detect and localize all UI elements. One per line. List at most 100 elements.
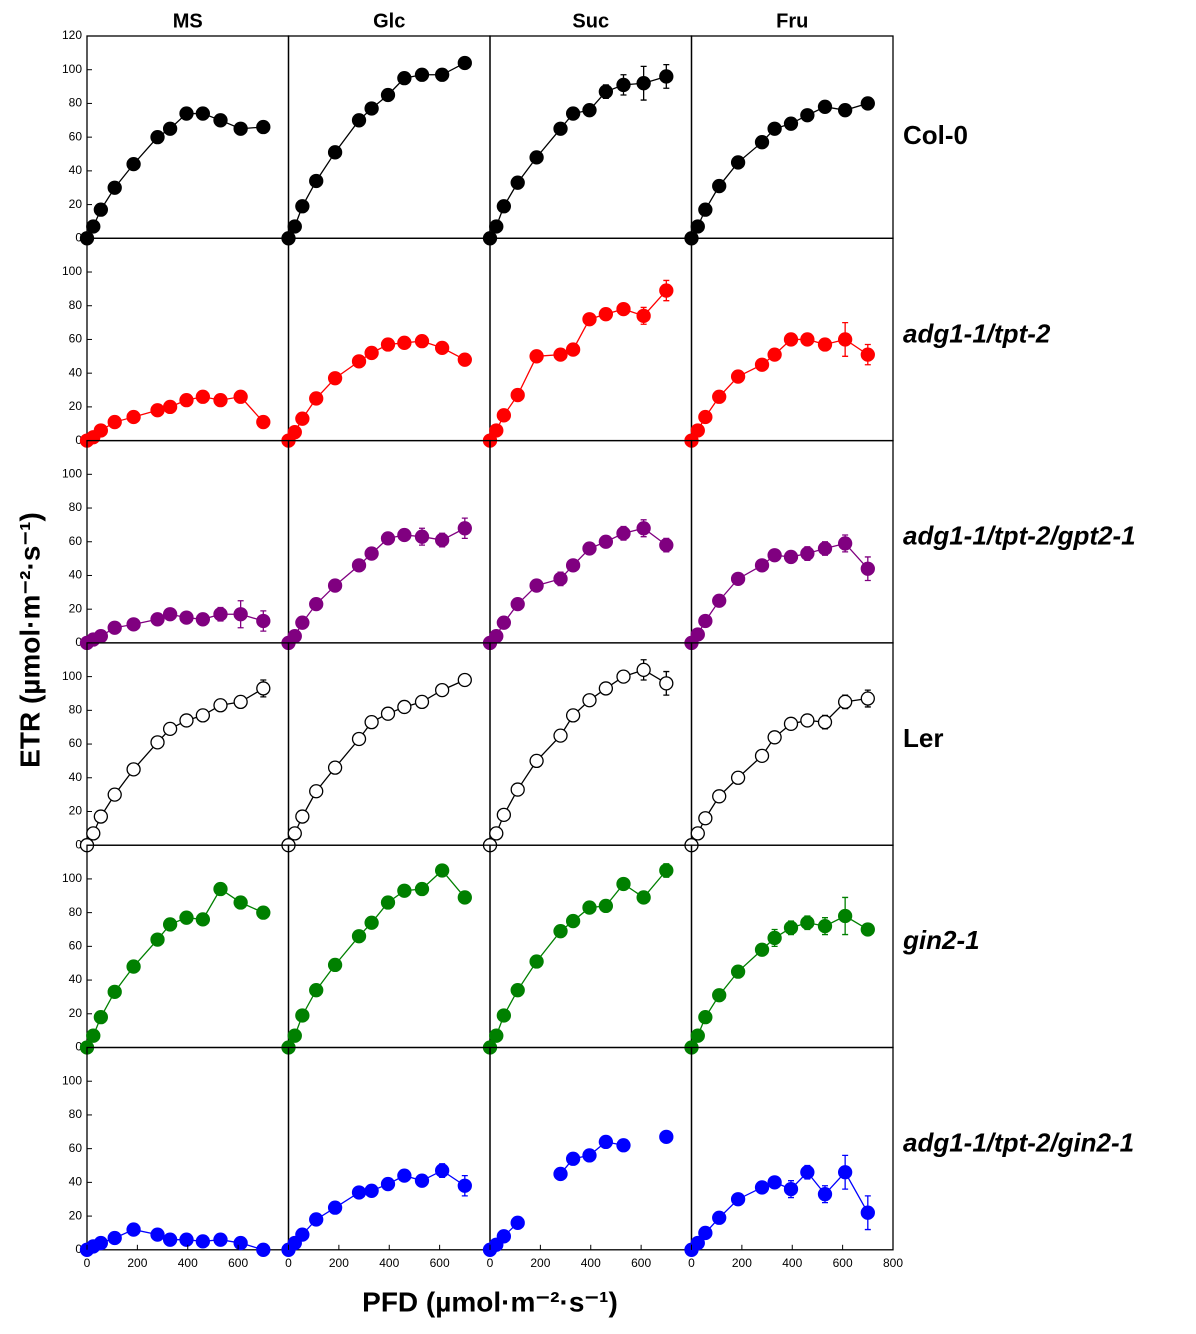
data-point — [162, 1232, 178, 1247]
data-point — [397, 1168, 412, 1183]
data-point — [295, 1227, 310, 1242]
data-point — [233, 389, 248, 404]
y-tick-label: 20 — [69, 804, 83, 818]
data-point — [529, 349, 544, 364]
panel-frame — [489, 237, 693, 442]
y-tick-label: 80 — [69, 96, 83, 110]
data-point — [659, 283, 674, 298]
data-point — [767, 347, 782, 362]
y-tick-label: 20 — [69, 1208, 83, 1222]
data-point — [598, 1134, 614, 1150]
data-point — [616, 876, 631, 892]
data-point — [295, 615, 310, 630]
data-point — [162, 121, 178, 136]
x-tick-label: 200 — [530, 1256, 550, 1270]
row-label: Col-0 — [903, 120, 968, 150]
data-point — [126, 762, 141, 777]
data-point — [107, 787, 122, 802]
data-point — [598, 84, 614, 99]
data-point — [179, 610, 194, 625]
data-point — [213, 113, 228, 128]
data-point — [364, 101, 379, 116]
data-point — [510, 983, 525, 998]
data-point — [767, 930, 782, 946]
data-point — [690, 219, 705, 234]
data-point — [860, 691, 875, 706]
x-tick-label: 0 — [285, 1256, 292, 1270]
y-tick-label: 40 — [69, 365, 83, 379]
data-point — [414, 1173, 430, 1188]
data-point — [582, 693, 597, 708]
data-point — [730, 155, 746, 170]
x-tick-label: 0 — [84, 1256, 91, 1270]
data-point — [712, 988, 727, 1003]
data-point — [195, 106, 211, 121]
data-point — [860, 561, 875, 576]
y-tick-label: 100 — [62, 1073, 82, 1087]
data-point — [380, 895, 396, 910]
data-point — [754, 1180, 770, 1195]
panel-frame — [86, 237, 290, 442]
column-title: Fru — [776, 10, 808, 32]
data-point — [107, 414, 122, 430]
data-point — [397, 527, 412, 543]
y-tick-label: 0 — [75, 433, 82, 447]
data-point — [783, 920, 799, 935]
y-tick-label: 40 — [69, 163, 83, 177]
data-point — [295, 809, 310, 824]
data-point — [565, 1151, 581, 1166]
data-point — [233, 1235, 248, 1251]
panel-frame — [86, 1046, 290, 1251]
x-tick-label: 400 — [581, 1256, 601, 1270]
data-point — [529, 578, 544, 593]
data-point — [489, 219, 504, 234]
data-point — [496, 807, 512, 823]
data-point — [287, 826, 302, 841]
data-point — [489, 629, 504, 644]
x-tick-label: 0 — [487, 1256, 494, 1270]
data-point — [162, 607, 178, 622]
data-point — [364, 546, 379, 561]
data-point — [295, 411, 310, 426]
data-point — [712, 593, 727, 608]
data-point — [380, 1176, 396, 1192]
y-tick-label: 80 — [69, 298, 83, 312]
data-point — [179, 713, 194, 728]
data-point — [327, 145, 343, 160]
data-point — [351, 113, 367, 128]
panel-frame — [287, 844, 491, 1049]
data-point — [510, 1215, 525, 1230]
data-point — [767, 548, 782, 563]
y-tick-label: 60 — [69, 736, 83, 750]
fit-line — [489, 75, 667, 239]
data-point — [860, 1205, 875, 1220]
data-point — [510, 175, 525, 190]
data-point — [457, 890, 472, 905]
data-point — [397, 70, 412, 86]
data-point — [598, 534, 614, 549]
data-point — [754, 357, 770, 372]
data-point — [107, 180, 122, 195]
x-tick-label: 200 — [732, 1256, 752, 1270]
data-point — [783, 1181, 799, 1197]
x-tick-label: 400 — [379, 1256, 399, 1270]
y-tick-label: 20 — [69, 399, 83, 413]
fit-line — [86, 687, 264, 846]
y-tick-label: 20 — [69, 197, 83, 211]
panel-frame — [690, 439, 894, 644]
panel-frame — [690, 35, 894, 239]
column-title: Glc — [373, 10, 405, 32]
y-tick-label: 80 — [69, 703, 83, 717]
data-point — [582, 103, 597, 118]
y-tick-label: 80 — [69, 905, 83, 919]
data-point — [233, 895, 248, 910]
data-point — [754, 942, 770, 957]
fit-line — [287, 869, 466, 1048]
data-point — [598, 681, 614, 696]
data-point — [496, 615, 512, 630]
data-point — [730, 964, 746, 979]
data-point — [86, 219, 101, 234]
data-point — [414, 529, 430, 544]
data-point — [309, 1212, 324, 1227]
y-tick-label: 40 — [69, 1175, 83, 1189]
